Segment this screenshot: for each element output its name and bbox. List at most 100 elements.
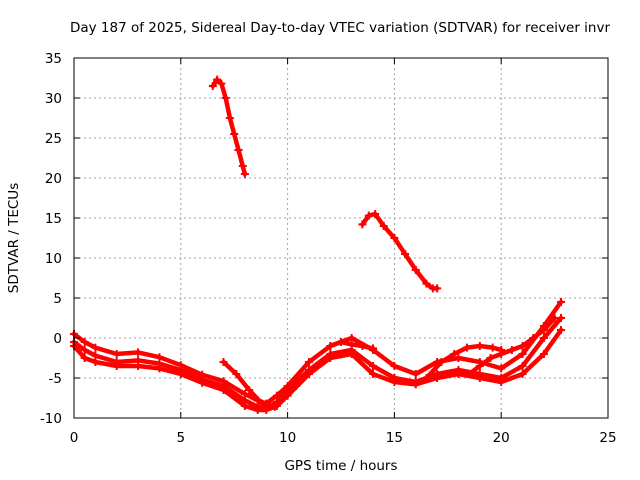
series-arc-6 [219, 358, 301, 411]
x-tick-label: 0 [70, 430, 79, 446]
grid [74, 58, 608, 418]
x-tick-label: 25 [599, 430, 616, 446]
x-axis-label: GPS time / hours [284, 458, 397, 474]
x-tick-label: 10 [279, 430, 296, 446]
data-point [213, 75, 222, 84]
data-point [134, 362, 143, 370]
x-tick-label: 15 [386, 430, 403, 446]
data-point [539, 334, 548, 342]
y-tick-label: 20 [45, 171, 62, 187]
data-point [219, 386, 228, 394]
data-point [272, 391, 281, 400]
data-point [326, 342, 335, 350]
x-tick-label: 20 [493, 430, 510, 446]
data-point [219, 358, 228, 366]
data-point [112, 350, 121, 358]
data-point [518, 342, 527, 350]
data-point [463, 343, 472, 352]
data-point [134, 348, 143, 357]
data-point [217, 79, 226, 88]
series-trace [71, 327, 564, 413]
data-point [488, 343, 497, 352]
series-arc-4 [70, 298, 566, 408]
series-arc-9 [326, 338, 378, 353]
data-point [422, 279, 431, 288]
data-point [437, 358, 446, 366]
data-point [454, 354, 463, 362]
data-point [238, 162, 247, 170]
series-arc-1 [208, 75, 249, 178]
data-point [337, 338, 345, 346]
y-axis-label: SDTVAR / TECUs [6, 183, 22, 293]
data-point [80, 346, 89, 354]
y-tick-label: 0 [53, 331, 62, 347]
y-tick-label: 25 [45, 131, 62, 147]
data-point [529, 334, 538, 342]
data-point [507, 346, 516, 354]
series-trace [210, 77, 248, 177]
data-point [176, 370, 185, 378]
data-point [454, 370, 463, 378]
series-trace [71, 299, 564, 406]
data-series [70, 75, 566, 414]
data-point [450, 350, 459, 358]
data-point [198, 378, 207, 387]
data-point [155, 364, 164, 373]
data-point [364, 211, 373, 220]
data-point [112, 362, 121, 370]
y-tick-label: 10 [45, 251, 62, 267]
data-point [401, 250, 410, 258]
data-point [539, 350, 548, 358]
data-point [518, 350, 527, 358]
data-point [240, 402, 249, 410]
data-point [390, 378, 399, 386]
series-trace [360, 211, 440, 291]
data-point [371, 210, 380, 218]
data-point [433, 284, 442, 293]
data-point [539, 326, 548, 334]
data-point [358, 342, 367, 350]
data-point [497, 378, 506, 386]
data-point [208, 82, 217, 90]
series-arc-2 [358, 210, 442, 293]
data-point [326, 354, 335, 362]
data-point [557, 298, 566, 306]
data-point [221, 94, 230, 102]
data-point [304, 370, 313, 378]
data-point [518, 362, 527, 370]
data-point [369, 370, 378, 378]
y-tick-label: -5 [49, 371, 62, 387]
data-point [422, 374, 431, 382]
data-point [304, 358, 313, 366]
y-tick-label: 35 [45, 51, 62, 67]
data-point [411, 380, 420, 389]
data-point [390, 362, 399, 370]
data-point [234, 146, 243, 154]
series-arc-8 [465, 314, 559, 378]
series-arc-7 [422, 342, 506, 382]
data-point [219, 377, 228, 386]
data-point [262, 406, 271, 414]
plot-frame [73, 57, 609, 419]
data-point [347, 350, 356, 358]
data-point [475, 362, 484, 370]
data-point [198, 370, 207, 379]
data-point [292, 382, 301, 390]
data-point [155, 353, 164, 362]
y-tick-label: 5 [53, 291, 62, 307]
data-point [225, 114, 234, 122]
data-point [91, 343, 100, 352]
data-point [283, 382, 292, 390]
data-point [497, 350, 506, 358]
data-point [518, 370, 527, 378]
data-point [283, 390, 292, 398]
data-point [358, 220, 367, 229]
data-point [240, 170, 249, 178]
x-tick-label: 5 [177, 430, 186, 446]
data-point [369, 344, 378, 353]
y-tick-label: -10 [40, 411, 62, 427]
data-point [347, 340, 356, 349]
data-point [253, 406, 262, 414]
y-tick-label: 15 [45, 211, 62, 227]
